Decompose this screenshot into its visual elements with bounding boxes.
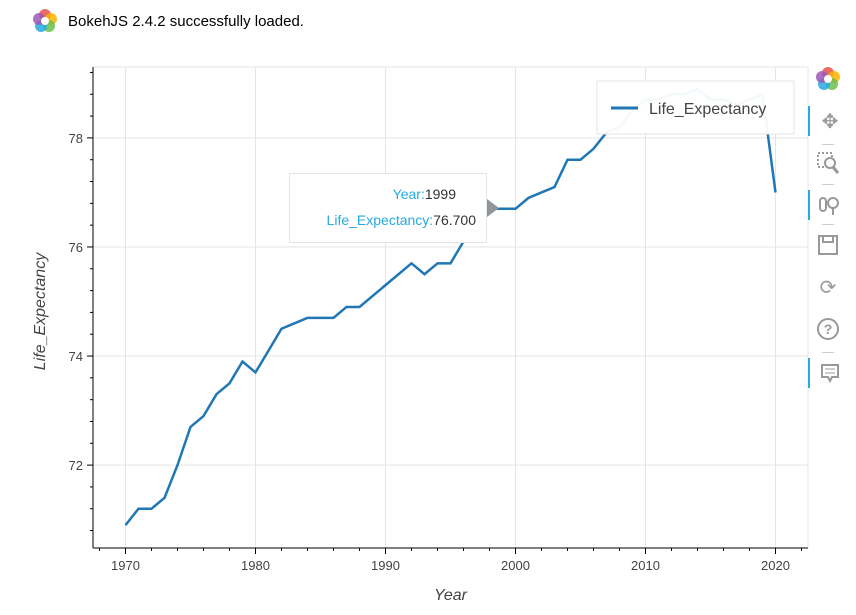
x-tick-label: 1990: [371, 558, 400, 573]
tooltip-year-row: Year:1999: [393, 186, 476, 202]
help-icon[interactable]: ?: [808, 314, 848, 344]
reset-icon[interactable]: ⟳: [819, 276, 837, 299]
tooltip-year-label: Year:: [392, 186, 425, 202]
x-tick-label: 1970: [111, 558, 140, 573]
y-tick-label: 72: [69, 458, 83, 473]
plot-frame: [92, 66, 809, 549]
y-axis-label: Life_Expectancy: [32, 252, 49, 370]
tooltip-le-value: 76.700: [433, 212, 476, 228]
y-tick-label: 78: [69, 131, 83, 146]
bokeh-logo-icon: [33, 9, 57, 32]
bokeh-logo-icon[interactable]: [808, 64, 848, 94]
bokeh-load-banner: BokehJS 2.4.2 successfully loaded.: [32, 8, 304, 34]
x-tick-label: 2000: [501, 558, 530, 573]
y-tick-label: 74: [69, 349, 83, 364]
x-tick-label: 2020: [761, 558, 790, 573]
hover-tooltip: Year:1999 Life_Expectancy:76.700: [289, 173, 499, 243]
y-tick-label: 76: [69, 240, 83, 255]
tooltip-year-value: 1999: [424, 186, 456, 202]
save-icon[interactable]: [808, 230, 848, 260]
tooltip-le-row: Life_Expectancy:76.700: [327, 212, 476, 228]
svg-text:?: ?: [824, 321, 833, 337]
x-tick-label: 2010: [631, 558, 660, 573]
pan-icon[interactable]: ✥: [808, 106, 850, 136]
wheel-zoom-icon[interactable]: [808, 190, 850, 220]
tooltip-le-label: Life_Expectancy:: [326, 212, 434, 228]
banner-text: BokehJS 2.4.2 successfully loaded.: [68, 12, 304, 30]
x-tick-label: 1980: [241, 558, 270, 573]
tooltip-arrow: [487, 199, 499, 217]
box-zoom-icon[interactable]: [808, 148, 848, 178]
legend-label: Life_Expectancy: [649, 101, 766, 118]
x-axis-label: Year: [434, 587, 468, 604]
hover-icon[interactable]: [808, 358, 850, 388]
